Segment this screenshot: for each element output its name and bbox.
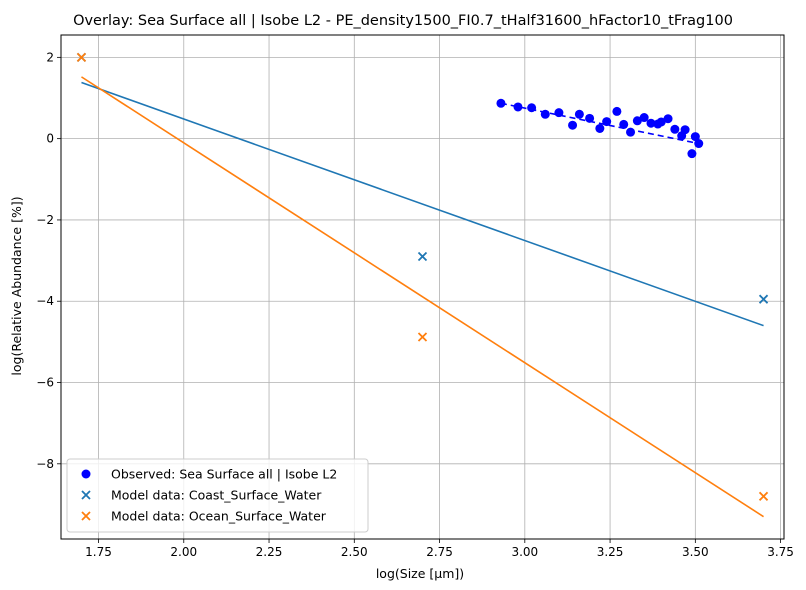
data-point-circle bbox=[690, 132, 700, 142]
plot-frame bbox=[60, 34, 785, 540]
legend-label: Model data: Coast_Surface_Water bbox=[111, 488, 322, 503]
data-point-circle bbox=[568, 120, 578, 130]
data-point-circle bbox=[612, 106, 622, 116]
series-1 bbox=[496, 98, 704, 159]
legend-label: Observed: Sea Surface all | Isobe L2 bbox=[111, 467, 337, 482]
x-tick-label: 2.50 bbox=[341, 545, 368, 559]
y-tick-label: 0 bbox=[46, 132, 54, 146]
x-tick-label: 2.00 bbox=[170, 545, 197, 559]
data-point-circle bbox=[527, 103, 537, 113]
legend-item: Model data: Ocean_Surface_Water bbox=[81, 509, 327, 524]
x-tick-label: 3.50 bbox=[682, 545, 709, 559]
data-point-circle bbox=[574, 109, 584, 119]
data-point-circle bbox=[670, 124, 680, 134]
x-tick-label: 1.75 bbox=[85, 545, 112, 559]
data-point-circle bbox=[602, 117, 612, 127]
legend-marker-circle bbox=[81, 469, 91, 479]
data-point-x bbox=[417, 251, 428, 262]
x-tick-label: 3.75 bbox=[767, 545, 794, 559]
y-axis-label: log(Relative Abundance [%]) bbox=[9, 196, 24, 375]
legend-label: Model data: Ocean_Surface_Water bbox=[111, 509, 327, 524]
legend-item: Observed: Sea Surface all | Isobe L2 bbox=[81, 467, 337, 482]
data-point-circle bbox=[687, 149, 697, 159]
series-2 bbox=[76, 52, 769, 327]
x-axis-ticks: 1.75 2.00 2.25 2.50 2.75 3.00 3.25 3.50 3.75 bbox=[85, 539, 794, 559]
legend-item: Model data: Coast_Surface_Water bbox=[81, 488, 322, 503]
legend: Observed: Sea Surface all | Isobe L2 Mode… bbox=[66, 458, 369, 533]
x-tick-label: 3.00 bbox=[511, 545, 538, 559]
data-point-x bbox=[81, 490, 91, 500]
data-point-circle bbox=[585, 113, 595, 123]
data-point-x bbox=[758, 491, 769, 501]
data-point-circle bbox=[680, 125, 690, 135]
data-point-circle bbox=[646, 118, 656, 128]
data-point-x bbox=[417, 332, 428, 342]
y-axis-ticks: −8 −6 −4 −2 0 2 bbox=[36, 50, 61, 471]
data-point-circle bbox=[540, 109, 550, 119]
data-point-circle bbox=[656, 117, 666, 127]
fit-line bbox=[81, 81, 764, 327]
x-axis-label: log(Size [µm]) bbox=[376, 566, 464, 581]
chart-title: Overlay: Sea Surface all | Isobe L2 - PE… bbox=[73, 13, 733, 29]
data-point-circle bbox=[639, 113, 649, 123]
data-point-circle bbox=[632, 116, 642, 126]
data-point-circle bbox=[619, 119, 629, 129]
data-point-circle bbox=[595, 123, 605, 133]
series-3 bbox=[76, 52, 769, 518]
x-tick-label: 2.75 bbox=[426, 545, 453, 559]
y-tick-label: 2 bbox=[46, 50, 54, 64]
data-point-circle bbox=[663, 114, 673, 124]
grid-lines bbox=[61, 35, 784, 539]
data-point-x bbox=[81, 511, 91, 521]
y-tick-label: −4 bbox=[36, 294, 54, 308]
data-point-circle bbox=[513, 102, 523, 112]
legend-box bbox=[66, 458, 369, 533]
series-layer bbox=[76, 52, 769, 518]
data-point-x bbox=[758, 294, 769, 304]
data-point-circle bbox=[554, 108, 564, 118]
fit-line bbox=[81, 76, 764, 518]
y-tick-label: −8 bbox=[36, 457, 54, 471]
data-point-x bbox=[76, 52, 87, 62]
y-tick-label: −6 bbox=[36, 376, 54, 390]
data-point-circle bbox=[626, 127, 636, 137]
data-point-circle bbox=[694, 139, 704, 149]
x-tick-label: 3.25 bbox=[597, 545, 624, 559]
y-tick-label: −2 bbox=[36, 213, 54, 227]
x-tick-label: 2.25 bbox=[256, 545, 283, 559]
data-point-circle bbox=[496, 98, 506, 108]
